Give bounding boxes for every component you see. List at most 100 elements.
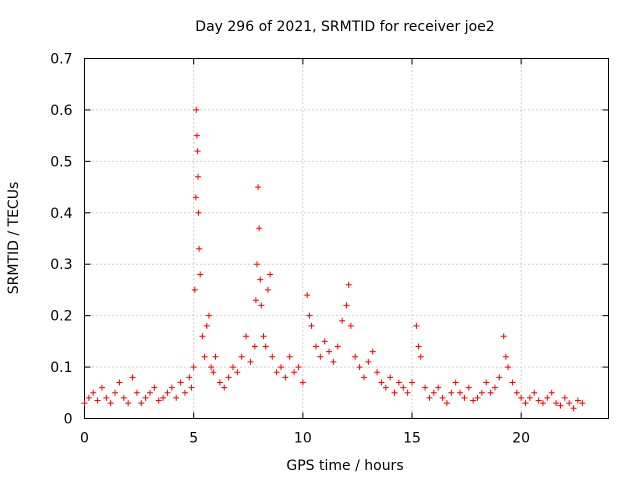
data-point: [98, 384, 105, 391]
data-point: [409, 379, 415, 386]
data-point: [417, 353, 424, 360]
data-point: [413, 322, 420, 329]
x-tick-label: 20: [512, 431, 530, 447]
data-point: [343, 302, 350, 309]
plot-frame: [84, 58, 609, 419]
data-point: [457, 389, 464, 396]
data-point: [195, 173, 202, 180]
data-point: [448, 389, 455, 396]
data-point: [212, 353, 219, 360]
data-point: [291, 369, 298, 376]
data-point: [540, 400, 546, 407]
data-point: [299, 379, 306, 386]
data-point: [252, 297, 259, 304]
data-point: [194, 148, 201, 155]
data-point: [306, 312, 313, 319]
data-point: [557, 402, 564, 409]
data-point: [522, 400, 529, 407]
data-point: [345, 281, 352, 288]
data-point: [535, 397, 542, 404]
y-tick-label: 0.5: [50, 154, 72, 170]
data-point: [193, 106, 200, 113]
data-point: [369, 348, 376, 355]
data-point: [186, 374, 193, 381]
data-point: [470, 397, 477, 404]
data-point: [304, 292, 311, 299]
data-point: [203, 322, 210, 329]
data-point: [518, 394, 525, 401]
data-point: [378, 379, 385, 386]
data-point: [387, 374, 394, 381]
data-point: [264, 286, 271, 293]
data-point: [478, 389, 485, 396]
data-point: [435, 384, 442, 391]
data-point: [312, 343, 319, 350]
data-point: [395, 379, 402, 386]
data-point: [193, 132, 200, 139]
y-axis-label: SRMTID / TECUs: [6, 182, 22, 295]
data-point: [199, 333, 206, 340]
data-point: [278, 364, 284, 371]
data-point: [225, 374, 232, 381]
data-point: [160, 394, 167, 401]
x-tick-label: 0: [80, 431, 89, 447]
data-point: [326, 348, 333, 355]
data-point: [365, 358, 372, 365]
data-point: [216, 379, 223, 386]
x-tick-label: 15: [403, 431, 421, 447]
data-point: [273, 369, 280, 376]
data-point: [548, 389, 555, 396]
data-point: [500, 333, 507, 340]
data-point: [90, 389, 97, 396]
data-point: [496, 374, 503, 381]
data-point: [461, 394, 468, 401]
data-point: [251, 343, 258, 350]
y-tick-label: 0.1: [50, 360, 72, 376]
data-point: [505, 364, 512, 371]
data-point: [491, 384, 498, 391]
data-point: [574, 397, 581, 404]
data-point: [177, 379, 184, 386]
data-point: [221, 384, 228, 391]
data-points: [81, 106, 586, 412]
data-point: [295, 364, 302, 371]
data-point: [509, 379, 516, 386]
y-tick-label: 0.4: [50, 206, 72, 222]
data-point: [201, 353, 208, 360]
data-point: [155, 397, 162, 404]
data-point: [553, 400, 560, 407]
data-point: [400, 384, 407, 391]
data-point: [147, 389, 153, 396]
data-point: [234, 369, 241, 376]
data-point: [317, 353, 324, 360]
data-point: [173, 394, 180, 401]
data-point: [422, 384, 429, 391]
y-tick-label: 0: [64, 412, 73, 428]
data-point: [452, 379, 459, 386]
data-point: [238, 353, 245, 360]
data-point: [205, 312, 212, 319]
data-point: [439, 394, 446, 401]
x-axis-label: GPS time / hours: [286, 458, 403, 474]
data-point: [210, 369, 217, 376]
data-point: [339, 317, 346, 324]
data-point: [267, 271, 274, 278]
data-point: [243, 333, 250, 340]
data-point: [531, 389, 538, 396]
data-point: [151, 384, 158, 391]
data-point: [561, 394, 568, 401]
data-point: [526, 394, 533, 401]
data-point: [188, 384, 195, 391]
y-tick-labels: 0 0.1 0.2 0.3 0.4 0.5 0.6 0.7: [50, 52, 72, 428]
data-point: [85, 394, 92, 401]
data-point: [190, 364, 197, 371]
y-tick-label: 0.6: [50, 103, 72, 119]
axis-ticks: [84, 58, 609, 419]
data-point: [566, 400, 573, 407]
x-tick-label: 5: [189, 431, 198, 447]
data-point: [360, 374, 367, 381]
y-tick-label: 0.2: [50, 309, 72, 325]
data-point: [465, 384, 472, 391]
data-point: [129, 374, 136, 381]
data-point: [382, 384, 389, 391]
